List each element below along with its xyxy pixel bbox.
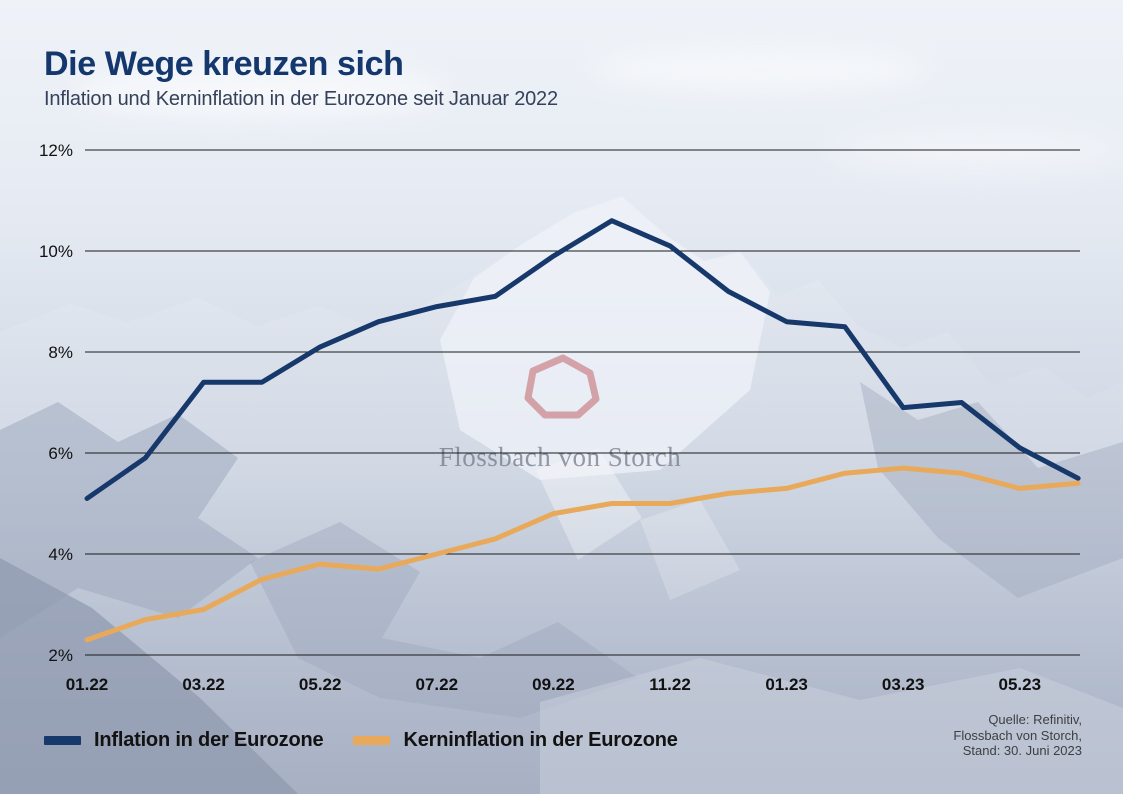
x-axis-tick-label: 01.22 <box>66 675 109 694</box>
legend-label-kerninflation: Kerninflation in der Eurozone <box>403 729 678 751</box>
x-axis-tick-label: 05.23 <box>999 675 1042 694</box>
kerninflation-line-swatch-icon <box>353 736 391 745</box>
kerninflation-line <box>84 465 1081 643</box>
chart-header: Die Wege kreuzen sich Inflation und Kern… <box>44 44 558 112</box>
y-axis-tick-label: 2% <box>48 646 73 665</box>
x-axis-tick-label: 07.22 <box>416 675 459 694</box>
x-axis-tick-label: 01.23 <box>765 675 808 694</box>
legend-label-inflation: Inflation in der Eurozone <box>94 729 324 751</box>
x-axis-tick-label: 03.22 <box>182 675 225 694</box>
y-axis-tick-label: 6% <box>48 444 73 463</box>
x-axis-tick-label: 09.22 <box>532 675 575 694</box>
inflation-line <box>84 218 1081 501</box>
y-axis-tick-label: 4% <box>48 545 73 564</box>
page-subtitle: Inflation und Kerninflation in der Euroz… <box>44 88 558 110</box>
chart-legend: Inflation in der Eurozone Kerninflation … <box>44 729 678 752</box>
y-axis-tick-label: 8% <box>48 343 73 362</box>
x-axis-tick-label: 03.23 <box>882 675 925 694</box>
source-note: Quelle: Refinitiv, Flossbach von Storch,… <box>953 712 1082 759</box>
page-title: Die Wege kreuzen sich <box>44 45 404 83</box>
x-axis-tick-label: 05.22 <box>299 675 342 694</box>
source-line-1: Quelle: Refinitiv, <box>988 712 1082 727</box>
y-axis-tick-label: 12% <box>39 141 73 160</box>
x-axis-tick-label: 11.22 <box>649 675 691 694</box>
inflation-line-swatch-icon <box>44 736 81 745</box>
legend-item-kerninflation: Kerninflation in der Eurozone <box>353 729 678 752</box>
y-axis-tick-label: 10% <box>39 242 73 261</box>
source-line-2: Flossbach von Storch, <box>953 727 1082 743</box>
source-line-3: Stand: 30. Juni 2023 <box>962 743 1082 758</box>
legend-item-inflation: Inflation in der Eurozone <box>44 729 324 752</box>
